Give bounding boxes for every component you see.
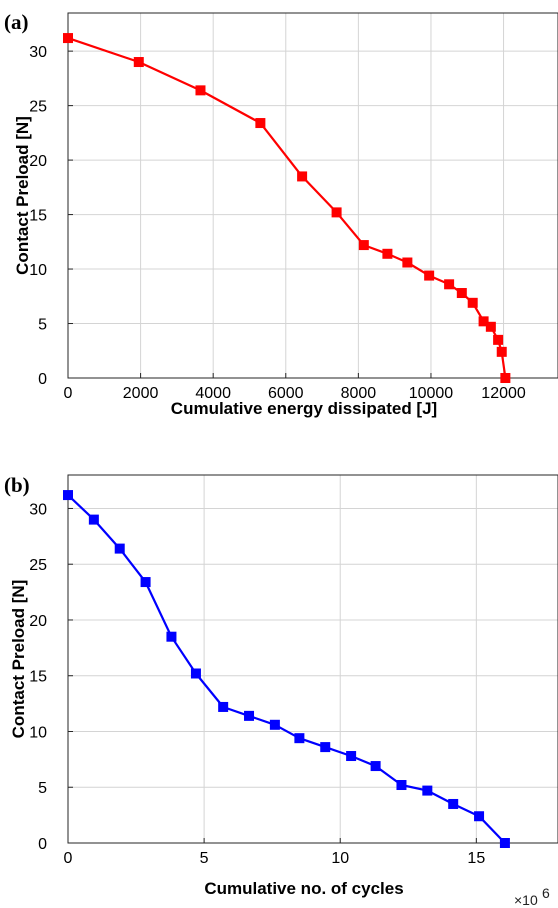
data-point-marker xyxy=(320,742,331,753)
y-tick-label: 30 xyxy=(29,501,47,518)
y-tick-label: 25 xyxy=(29,99,47,116)
y-axis-label: Contact Preload [N] xyxy=(9,580,28,739)
plot-frame xyxy=(67,474,558,844)
data-point-marker xyxy=(402,257,413,268)
x-tick-label: 15 xyxy=(467,850,485,867)
y-tick-label: 20 xyxy=(29,613,47,630)
x-tick-label: 10 xyxy=(331,850,349,867)
data-point-marker xyxy=(478,316,489,327)
y-tick-label: 0 xyxy=(38,371,47,388)
data-point-marker xyxy=(218,701,229,712)
data-point-marker xyxy=(133,57,144,68)
data-point-marker xyxy=(424,270,435,281)
x-axis-label: Cumulative no. of cycles xyxy=(204,879,403,898)
data-point-marker xyxy=(255,118,266,129)
data-point-marker xyxy=(493,334,504,345)
x-axis-label: Cumulative energy dissipated [J] xyxy=(171,399,437,418)
data-point-marker xyxy=(244,710,255,721)
y-tick-label: 10 xyxy=(29,262,47,279)
y-axis-label: Contact Preload [N] xyxy=(13,116,32,275)
series-line xyxy=(67,37,507,379)
x-tick-label: 6000 xyxy=(268,385,304,402)
y-tick-label: 25 xyxy=(29,557,47,574)
data-point-marker xyxy=(195,85,206,96)
panel-b-chart: 0 5 10 15 0 5 10 15 20 25 30 (b) Cumulative no. of c… xyxy=(4,473,558,908)
y-tick-label: 5 xyxy=(38,317,47,334)
plot-frame xyxy=(67,12,558,379)
x-tick-label: 12000 xyxy=(481,385,526,402)
data-point-marker xyxy=(63,33,73,44)
data-point-marker xyxy=(88,514,99,525)
x-tick-label: 0 xyxy=(64,850,73,867)
data-point-marker xyxy=(190,668,201,679)
y-tick-label: 30 xyxy=(29,44,47,61)
y-tick-label: 15 xyxy=(29,669,47,686)
panel-a-chart: 0 2000 4000 6000 8000 10000 12000 0 5 10 15 20 25 30(… xyxy=(4,10,558,418)
data-point-marker xyxy=(382,248,393,259)
y-tick-label: 15 xyxy=(29,208,47,225)
data-point-marker xyxy=(444,279,455,290)
data-point-marker xyxy=(496,346,507,357)
x-tick-label: 10000 xyxy=(409,385,454,402)
data-point-marker xyxy=(331,207,342,218)
x-tick-label: 2000 xyxy=(123,385,159,402)
data-point-marker xyxy=(114,543,125,554)
x-tick-label: 4000 xyxy=(195,385,231,402)
panel-label: (b) xyxy=(4,473,30,497)
data-point-marker xyxy=(500,373,511,383)
x-tick-label: 5 xyxy=(200,850,209,867)
data-point-marker xyxy=(467,297,478,308)
y-tick-label: 10 xyxy=(29,724,47,741)
panel-label: (a) xyxy=(4,10,29,34)
y-tick-label: 20 xyxy=(29,153,47,170)
x-tick-label: 8000 xyxy=(341,385,377,402)
series-line xyxy=(67,494,506,844)
y-tick-label: 5 xyxy=(38,780,47,797)
data-point-marker xyxy=(456,288,467,299)
data-point-marker xyxy=(499,838,510,848)
data-point-marker xyxy=(485,321,496,332)
data-point-marker xyxy=(370,761,381,772)
x-exponent-label: ×10 xyxy=(514,892,538,908)
data-point-marker xyxy=(269,719,280,730)
x-tick-label: 0 xyxy=(64,385,73,402)
y-tick-label: 0 xyxy=(38,836,47,853)
data-point-marker xyxy=(358,240,369,251)
data-point-marker xyxy=(422,785,433,796)
data-point-marker xyxy=(166,631,177,642)
x-exponent-power: 6 xyxy=(542,885,550,901)
data-point-marker xyxy=(294,733,305,744)
data-point-marker xyxy=(297,171,308,182)
data-point-marker xyxy=(63,490,73,501)
data-point-marker xyxy=(346,751,357,762)
data-point-marker xyxy=(396,780,407,791)
data-point-marker xyxy=(448,798,459,809)
data-point-marker xyxy=(140,577,151,588)
data-point-marker xyxy=(474,811,485,822)
